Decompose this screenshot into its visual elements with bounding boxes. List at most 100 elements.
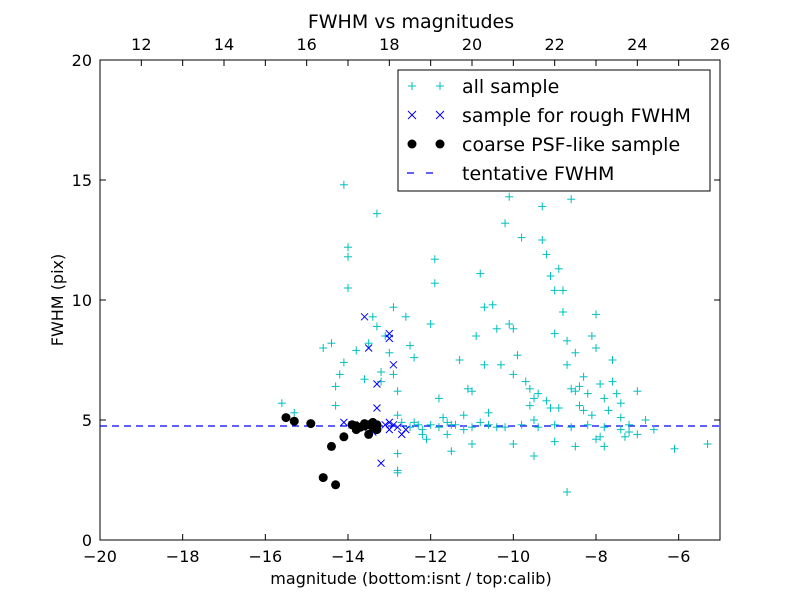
point-all-sample bbox=[381, 332, 390, 340]
y-tick-label: 15 bbox=[72, 171, 92, 190]
point-all-sample bbox=[509, 440, 518, 448]
point-all-sample bbox=[608, 377, 617, 386]
point-all-sample bbox=[592, 344, 600, 352]
point-psf-like bbox=[331, 480, 341, 490]
top-tick-label: 18 bbox=[379, 35, 399, 54]
top-tick-label: 22 bbox=[544, 35, 564, 54]
legend-marker-psf-like-2 bbox=[435, 139, 445, 149]
legend-marker-all-sample-2 bbox=[436, 82, 444, 90]
point-all-sample bbox=[393, 387, 402, 396]
legend-marker-rough-fwhm-1 bbox=[407, 110, 417, 120]
point-all-sample bbox=[513, 351, 522, 360]
point-all-sample bbox=[430, 279, 439, 288]
point-all-sample bbox=[612, 389, 621, 398]
point-all-sample bbox=[542, 396, 551, 405]
top-tick-label: 26 bbox=[710, 35, 730, 54]
point-all-sample bbox=[501, 423, 510, 432]
top-tick-label: 16 bbox=[296, 35, 316, 54]
point-all-sample bbox=[327, 339, 336, 348]
point-all-sample bbox=[563, 336, 572, 345]
y-tick-label: 0 bbox=[82, 531, 92, 550]
point-psf-like bbox=[326, 441, 336, 451]
point-all-sample bbox=[377, 377, 386, 386]
point-all-sample bbox=[571, 442, 580, 451]
point-all-sample bbox=[534, 423, 543, 432]
legend-label-tentative-fwhm: tentative FWHM bbox=[462, 163, 614, 185]
point-psf-like bbox=[351, 425, 361, 435]
point-all-sample bbox=[389, 303, 398, 312]
point-all-sample bbox=[496, 360, 505, 369]
legend-marker-all-sample-1 bbox=[408, 82, 416, 90]
point-all-sample bbox=[563, 488, 572, 496]
point-all-sample bbox=[339, 180, 348, 189]
point-rough-fwhm bbox=[364, 344, 373, 352]
point-all-sample bbox=[583, 420, 592, 429]
point-all-sample bbox=[550, 437, 559, 446]
point-all-sample bbox=[480, 360, 489, 369]
point-all-sample bbox=[530, 416, 538, 424]
point-all-sample bbox=[550, 286, 559, 295]
point-all-sample bbox=[484, 420, 493, 429]
point-all-sample bbox=[439, 413, 448, 422]
point-all-sample bbox=[468, 387, 476, 396]
point-all-sample bbox=[616, 399, 625, 408]
point-all-sample bbox=[480, 303, 489, 312]
point-rough-fwhm bbox=[389, 360, 398, 369]
point-rough-fwhm bbox=[393, 423, 402, 432]
point-all-sample bbox=[406, 341, 414, 350]
point-all-sample bbox=[567, 384, 576, 393]
point-rough-fwhm bbox=[385, 418, 394, 427]
point-all-sample bbox=[571, 348, 580, 357]
point-all-sample bbox=[600, 394, 609, 403]
point-all-sample bbox=[406, 423, 414, 432]
point-psf-like bbox=[364, 429, 374, 439]
point-all-sample bbox=[468, 423, 476, 432]
point-all-sample bbox=[459, 411, 468, 420]
y-tick-label: 10 bbox=[72, 291, 92, 310]
point-rough-fwhm bbox=[373, 404, 381, 412]
point-all-sample bbox=[517, 420, 526, 429]
point-all-sample bbox=[546, 404, 555, 412]
point-all-sample bbox=[447, 447, 456, 456]
point-all-sample bbox=[451, 420, 460, 429]
x-tick-label: −18 bbox=[166, 547, 200, 566]
x-tick-label: −10 bbox=[496, 547, 530, 566]
point-all-sample bbox=[344, 243, 352, 252]
point-psf-like bbox=[281, 413, 291, 423]
point-all-sample bbox=[360, 375, 369, 384]
point-rough-fwhm bbox=[389, 420, 398, 429]
point-all-sample bbox=[550, 329, 559, 338]
point-all-sample bbox=[397, 418, 406, 427]
point-rough-fwhm bbox=[373, 380, 381, 388]
point-all-sample bbox=[389, 370, 398, 379]
legend-marker-rough-fwhm-2 bbox=[435, 110, 445, 120]
point-all-sample bbox=[596, 380, 605, 388]
point-all-sample bbox=[509, 370, 518, 379]
point-all-sample bbox=[472, 332, 481, 340]
point-all-sample bbox=[459, 425, 468, 434]
top-tick-label: 24 bbox=[627, 35, 647, 54]
point-all-sample bbox=[538, 236, 547, 244]
y-tick-label: 20 bbox=[72, 51, 92, 70]
top-tick-label: 14 bbox=[214, 35, 234, 54]
point-all-sample bbox=[633, 430, 642, 439]
point-rough-fwhm bbox=[360, 312, 369, 321]
point-psf-like bbox=[339, 432, 349, 442]
point-all-sample bbox=[505, 192, 514, 201]
point-all-sample bbox=[575, 382, 584, 391]
point-all-sample bbox=[542, 250, 551, 259]
point-all-sample bbox=[372, 209, 381, 218]
point-all-sample bbox=[530, 394, 538, 403]
point-all-sample bbox=[608, 356, 617, 364]
point-all-sample bbox=[554, 404, 563, 412]
point-all-sample bbox=[546, 272, 555, 280]
point-all-sample bbox=[331, 401, 340, 410]
point-all-sample bbox=[501, 219, 510, 228]
point-all-sample bbox=[625, 420, 634, 429]
point-all-sample bbox=[385, 348, 394, 357]
point-all-sample bbox=[344, 252, 352, 261]
point-psf-like bbox=[306, 419, 316, 429]
x-tick-label: −12 bbox=[414, 547, 448, 566]
point-all-sample bbox=[587, 332, 596, 340]
